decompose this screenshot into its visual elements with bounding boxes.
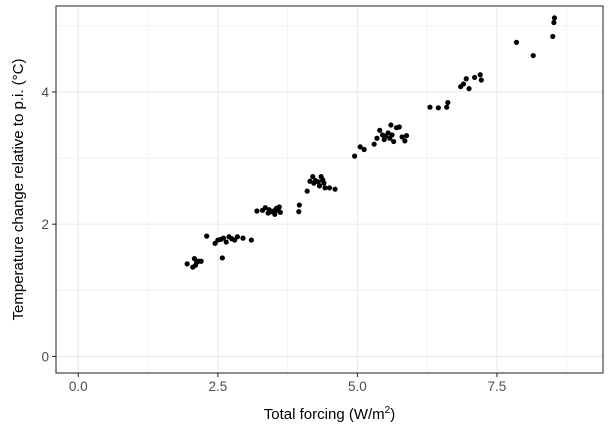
data-point — [332, 186, 338, 192]
data-point — [262, 205, 268, 211]
y-tick-label: 4 — [41, 85, 49, 100]
data-point — [463, 76, 469, 82]
data-point — [472, 74, 478, 81]
data-points — [184, 15, 558, 270]
data-point — [477, 72, 483, 78]
data-point — [530, 52, 536, 59]
data-point — [551, 15, 558, 21]
data-point — [427, 104, 433, 110]
data-point — [219, 255, 225, 261]
y-axis-title: Temperature change relative to p.i. (°C) — [10, 59, 27, 321]
data-point — [444, 104, 450, 110]
data-point — [385, 130, 391, 136]
data-point — [191, 256, 198, 262]
data-point — [551, 19, 557, 26]
data-point — [389, 132, 395, 138]
data-point — [316, 183, 323, 189]
data-point — [352, 153, 358, 159]
data-point — [445, 99, 451, 106]
y-tick-label: 0 — [41, 349, 49, 364]
x-tick-label: 2.5 — [208, 379, 227, 394]
data-point — [377, 127, 383, 133]
data-point — [357, 144, 363, 150]
data-point — [402, 138, 408, 144]
data-point — [248, 237, 254, 243]
data-point — [296, 202, 302, 208]
y-axis-ticks: 0 2 4 — [41, 85, 56, 364]
data-point — [184, 261, 190, 267]
data-point — [276, 204, 282, 210]
data-point — [272, 211, 278, 217]
data-point — [234, 234, 241, 240]
major-gridlines — [56, 6, 603, 373]
x-tick-label: 0.0 — [69, 379, 88, 394]
data-point — [466, 86, 472, 92]
data-point — [296, 209, 302, 215]
x-axis-title: Total forcing (W/m2) — [264, 405, 395, 423]
data-point — [399, 134, 405, 140]
data-point — [204, 233, 210, 239]
data-point — [361, 146, 367, 153]
data-point — [240, 235, 246, 241]
data-point — [550, 33, 556, 40]
x-tick-label: 5.0 — [348, 379, 367, 394]
data-point — [277, 209, 283, 215]
data-point — [198, 258, 204, 264]
data-point — [220, 235, 227, 241]
data-point — [223, 239, 229, 245]
data-point — [396, 124, 402, 130]
data-point — [304, 188, 310, 194]
data-point — [254, 208, 260, 214]
data-point — [321, 180, 327, 186]
data-point — [460, 81, 467, 87]
data-point — [307, 178, 313, 184]
y-tick-label: 2 — [41, 217, 49, 232]
data-point — [310, 174, 316, 180]
x-tick-label: 7.5 — [488, 379, 507, 394]
data-point — [388, 122, 394, 128]
x-axis-ticks: 0.0 2.5 5.0 7.5 — [69, 373, 506, 394]
data-point — [391, 138, 397, 145]
data-point — [374, 135, 380, 141]
data-point — [371, 141, 377, 147]
data-point — [403, 133, 410, 139]
data-point — [315, 179, 321, 185]
data-point — [322, 185, 328, 191]
data-point — [326, 185, 333, 191]
data-point — [478, 77, 484, 83]
data-point — [513, 39, 520, 45]
data-point — [435, 105, 441, 111]
minor-gridlines — [56, 6, 603, 373]
panel-border — [55, 5, 604, 374]
